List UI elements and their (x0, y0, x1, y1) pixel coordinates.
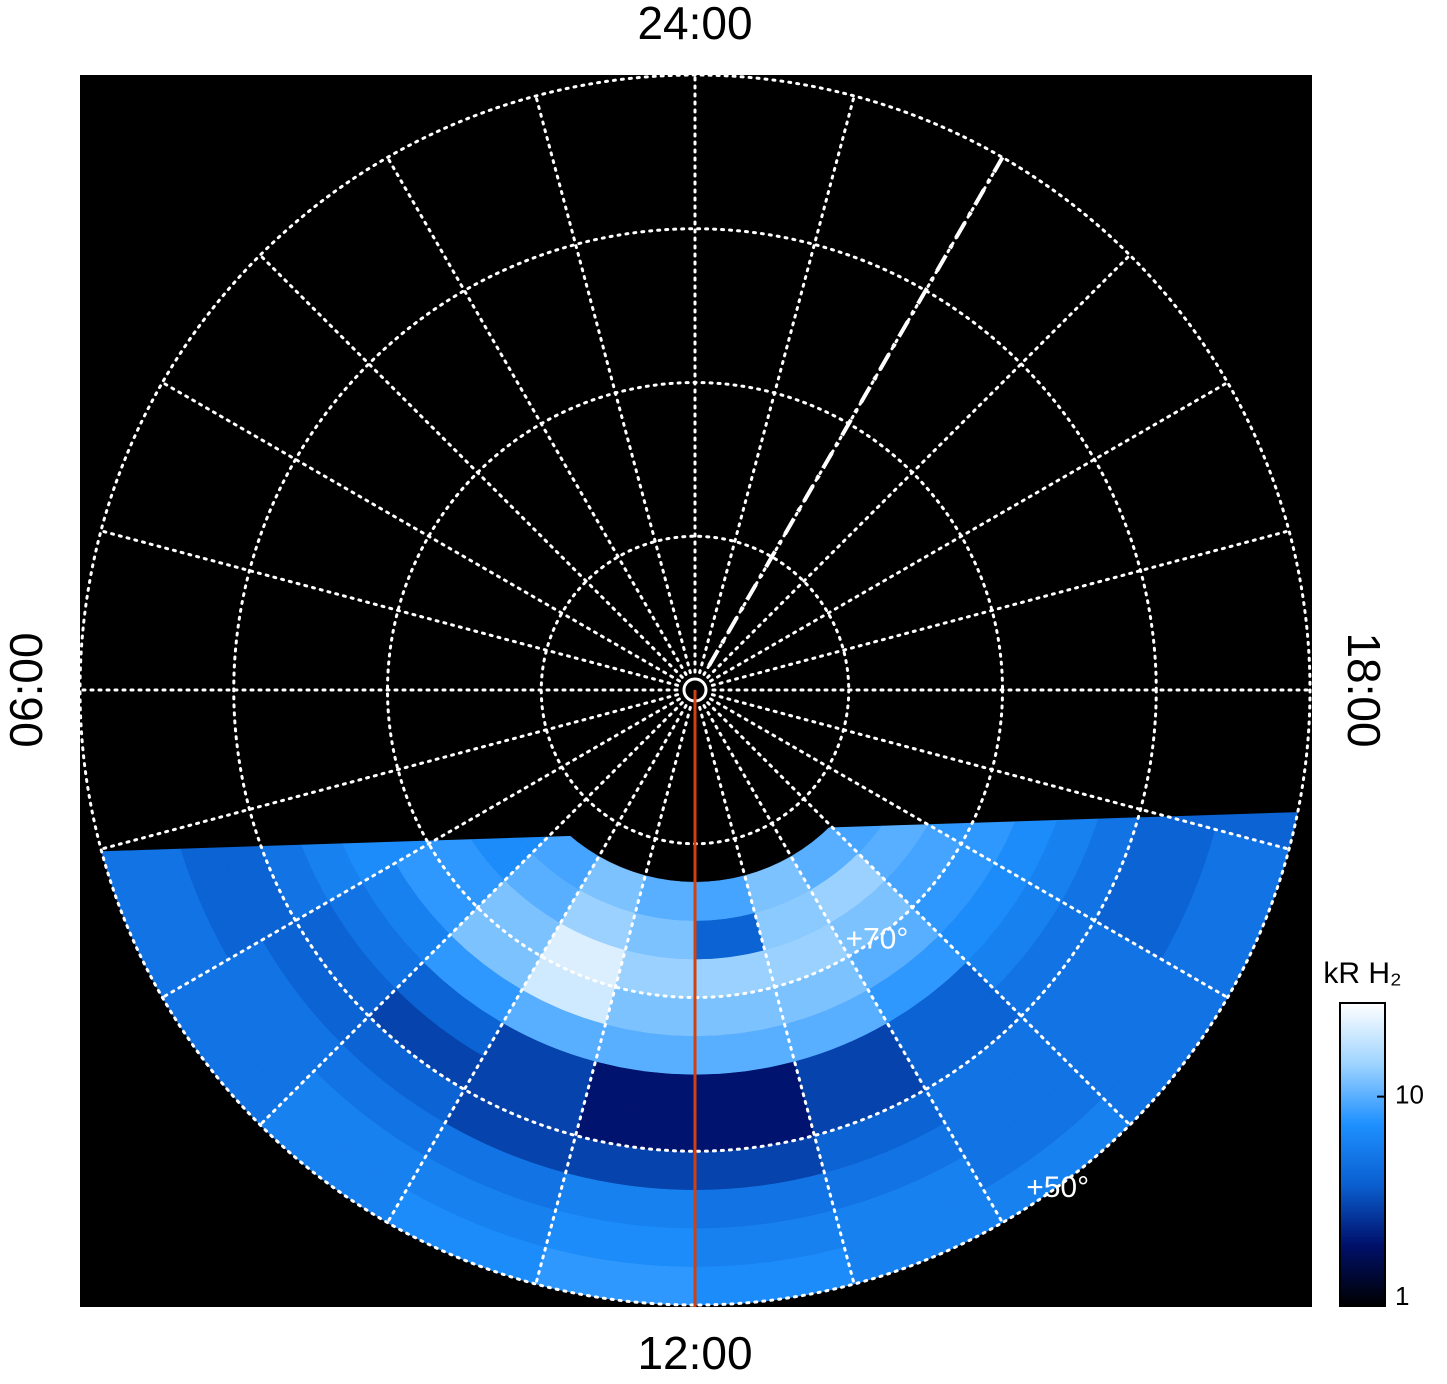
emission-cell (635, 875, 696, 921)
dashed-meridian (707, 156, 1005, 667)
emission-cell (694, 875, 755, 921)
meridian (698, 705, 856, 1286)
local-time-label: 12:00 (637, 1327, 752, 1379)
meridian (386, 704, 688, 1225)
meridian (258, 253, 684, 679)
colorbar-tick-label: 1 (1395, 1281, 1409, 1311)
meridian (710, 529, 1291, 687)
grid (80, 75, 1312, 1307)
meridian (706, 253, 1132, 679)
meridian (258, 701, 684, 1127)
meridian (706, 701, 1132, 1127)
meridian (709, 697, 1230, 999)
colorbar-label: kR H₂ (1323, 957, 1401, 990)
meridian (160, 381, 681, 683)
meridian (702, 704, 1004, 1225)
meridian (99, 693, 680, 851)
colorbar (1339, 1002, 1386, 1307)
local-time-label: 24:00 (637, 0, 752, 49)
meridian (710, 693, 1291, 851)
meridian (534, 94, 692, 675)
local-time-label: 18:00 (1338, 632, 1390, 747)
latitude-label: +70° (845, 922, 908, 955)
meridian (99, 529, 680, 687)
meridian (386, 155, 688, 676)
meridian (709, 381, 1230, 683)
meridian (698, 94, 856, 675)
local-time-label: 06:00 (0, 632, 52, 747)
latitude-label: +50° (1026, 1171, 1089, 1204)
latitude-circle (80, 75, 1312, 1307)
meridian (534, 705, 692, 1286)
colorbar-tick-label: 10 (1395, 1079, 1424, 1109)
meridian (160, 697, 681, 999)
